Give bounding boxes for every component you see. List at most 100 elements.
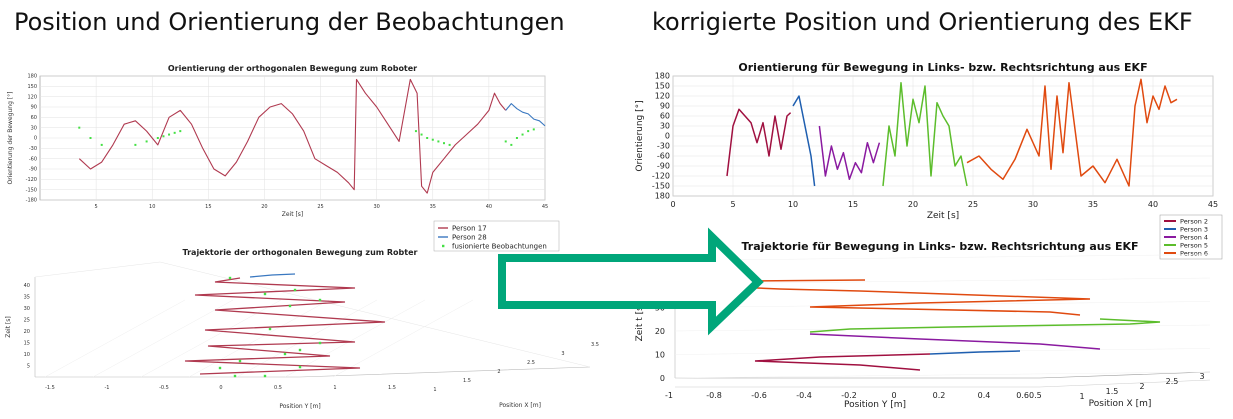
trajectory-person-2 <box>754 353 931 371</box>
x-tick-label: -0.8 <box>706 391 722 400</box>
series-fusionierte-beobachtungen-point <box>78 126 81 129</box>
transition-arrow <box>498 227 764 336</box>
x-tick-label: 0 <box>670 200 675 209</box>
depth-axis-label: Position X [m] <box>499 402 541 409</box>
z-tick-label: 10 <box>24 352 30 358</box>
arrow-shape <box>498 227 764 336</box>
observation-point <box>283 352 287 356</box>
series-fusionierte-beobachtungen-point <box>504 140 507 143</box>
trajectory-person-28 <box>249 273 296 278</box>
y-tick-label: 90 <box>31 105 37 111</box>
y-tick-label: 180 <box>655 72 670 81</box>
series-fusionierte-beobachtungen-point <box>162 135 165 138</box>
grid-line <box>674 371 1211 379</box>
observation-point <box>288 304 292 308</box>
observation-point <box>298 348 302 352</box>
x-tick-label: -1 <box>105 385 110 391</box>
observation-point <box>268 327 272 331</box>
series-fusionierte-beobachtungen-point <box>532 128 535 131</box>
y-tick-label: 180 <box>27 74 37 80</box>
x-tick-label: 0 <box>891 391 896 400</box>
legend-swatch <box>442 244 445 248</box>
x-tick-label: 0 <box>219 385 222 391</box>
series-fusionierte-beobachtungen-point <box>420 133 423 136</box>
observation-point <box>293 288 297 292</box>
depth-tick-label: 3.5 <box>591 342 599 348</box>
grid-line <box>674 254 1211 261</box>
x-tick-label: 5 <box>95 204 98 210</box>
y-tick-label: -150 <box>652 182 670 191</box>
x-tick-label: 0.5 <box>274 385 282 391</box>
observation-point <box>263 374 267 378</box>
trajectory-person-17 <box>184 277 386 375</box>
x-tick-label: 45 <box>542 204 548 210</box>
x-tick-label: 0.2 <box>933 391 946 400</box>
y-tick-label: 120 <box>27 94 37 100</box>
y-tick-label: 150 <box>655 82 670 91</box>
chart-observation-orientation: 180 150 120 90 60 30 0 -30 -60 -90 -120 -150 -180 5 10… <box>7 64 548 218</box>
legend-label: Person 4 <box>1180 233 1208 241</box>
x-tick-label: 25 <box>317 204 323 210</box>
series-fusionierte-beobachtungen-point <box>414 130 417 133</box>
series-fusionierte-beobachtungen-point <box>527 130 530 133</box>
series-person-28-line <box>505 103 546 127</box>
depth-tick-label: 2 <box>1139 382 1144 391</box>
y-axis-label: Zeit t [s] <box>635 303 645 342</box>
x-axis-label: Zeit [s] <box>282 211 304 218</box>
x-axis-label: Zeit [s] <box>927 211 959 221</box>
heading-ekf: korrigierte Position und Orientierung de… <box>652 8 1193 36</box>
z-tick-label: 40 <box>24 283 30 289</box>
grid-line <box>674 277 1211 285</box>
y-tick-label: -60 <box>29 156 37 162</box>
floor-grid-line <box>92 299 234 378</box>
x-tick-label: 15 <box>205 204 211 210</box>
observation-point <box>233 374 237 378</box>
legend-box <box>433 220 560 252</box>
y-tick-label: -120 <box>26 177 37 183</box>
grid-line <box>674 324 1211 332</box>
series-person-6-line <box>966 78 1178 187</box>
x-tick-label: 35 <box>1088 200 1098 209</box>
chart-title: Orientierung für Bewegung in Links- bzw.… <box>738 61 1147 74</box>
x-tick-label: 5 <box>730 200 735 209</box>
observation-point <box>238 359 242 363</box>
observation-point <box>228 276 232 280</box>
back-edge <box>34 261 591 368</box>
observation-point <box>263 292 267 296</box>
x-tick-label: -0.6 <box>751 391 767 400</box>
series-fusionierte-beobachtungen-point <box>510 143 513 146</box>
legend-label: Person 17 <box>452 225 487 233</box>
y-tick-label: -90 <box>657 162 670 171</box>
x-axis-label: Position Y [m] <box>279 403 320 410</box>
series-fusionierte-beobachtungen-point <box>515 137 518 139</box>
x-tick-label: 1.5 <box>388 385 396 391</box>
z-tick-label: 15 <box>24 341 30 347</box>
depth-tick-label: 2.5 <box>1166 377 1179 386</box>
series-fusionierte-beobachtungen-point <box>134 143 137 146</box>
floor-grid-line <box>188 299 330 378</box>
y-tick-label: 30 <box>31 125 37 131</box>
z-tick-label: 35 <box>24 295 30 301</box>
y-tick-label: -90 <box>29 167 37 173</box>
depth-tick-label: 1.5 <box>463 378 471 384</box>
x-tick-label: 0.4 <box>978 391 991 400</box>
x-tick-label: -0.5 <box>159 385 169 391</box>
series-fusionierte-beobachtungen-point <box>156 137 159 139</box>
observation-point <box>218 366 222 370</box>
chart-title: Orientierung der orthogonalen Bewegung z… <box>168 64 417 73</box>
x-tick-label: 15 <box>848 200 858 209</box>
x-tick-label: 40 <box>1148 200 1158 209</box>
observation-point <box>318 341 322 345</box>
legend-label: fusionierte Beobachtungen <box>452 243 547 251</box>
x-tick-label: -0.4 <box>796 391 812 400</box>
y-axis-label: Zeit [s] <box>5 316 12 338</box>
floor-edge <box>35 366 591 378</box>
series-person-4-line <box>818 125 881 181</box>
series-fusionierte-beobachtungen-point <box>89 137 92 139</box>
y-tick-label: -60 <box>657 152 670 161</box>
series-fusionierte-beobachtungen-point <box>426 137 429 139</box>
depth-tick-label: 1.5 <box>1106 387 1119 396</box>
y-tick-label: 150 <box>27 84 37 90</box>
x-tick-label: -0.2 <box>841 391 857 400</box>
x-tick-label: -1 <box>665 391 673 400</box>
